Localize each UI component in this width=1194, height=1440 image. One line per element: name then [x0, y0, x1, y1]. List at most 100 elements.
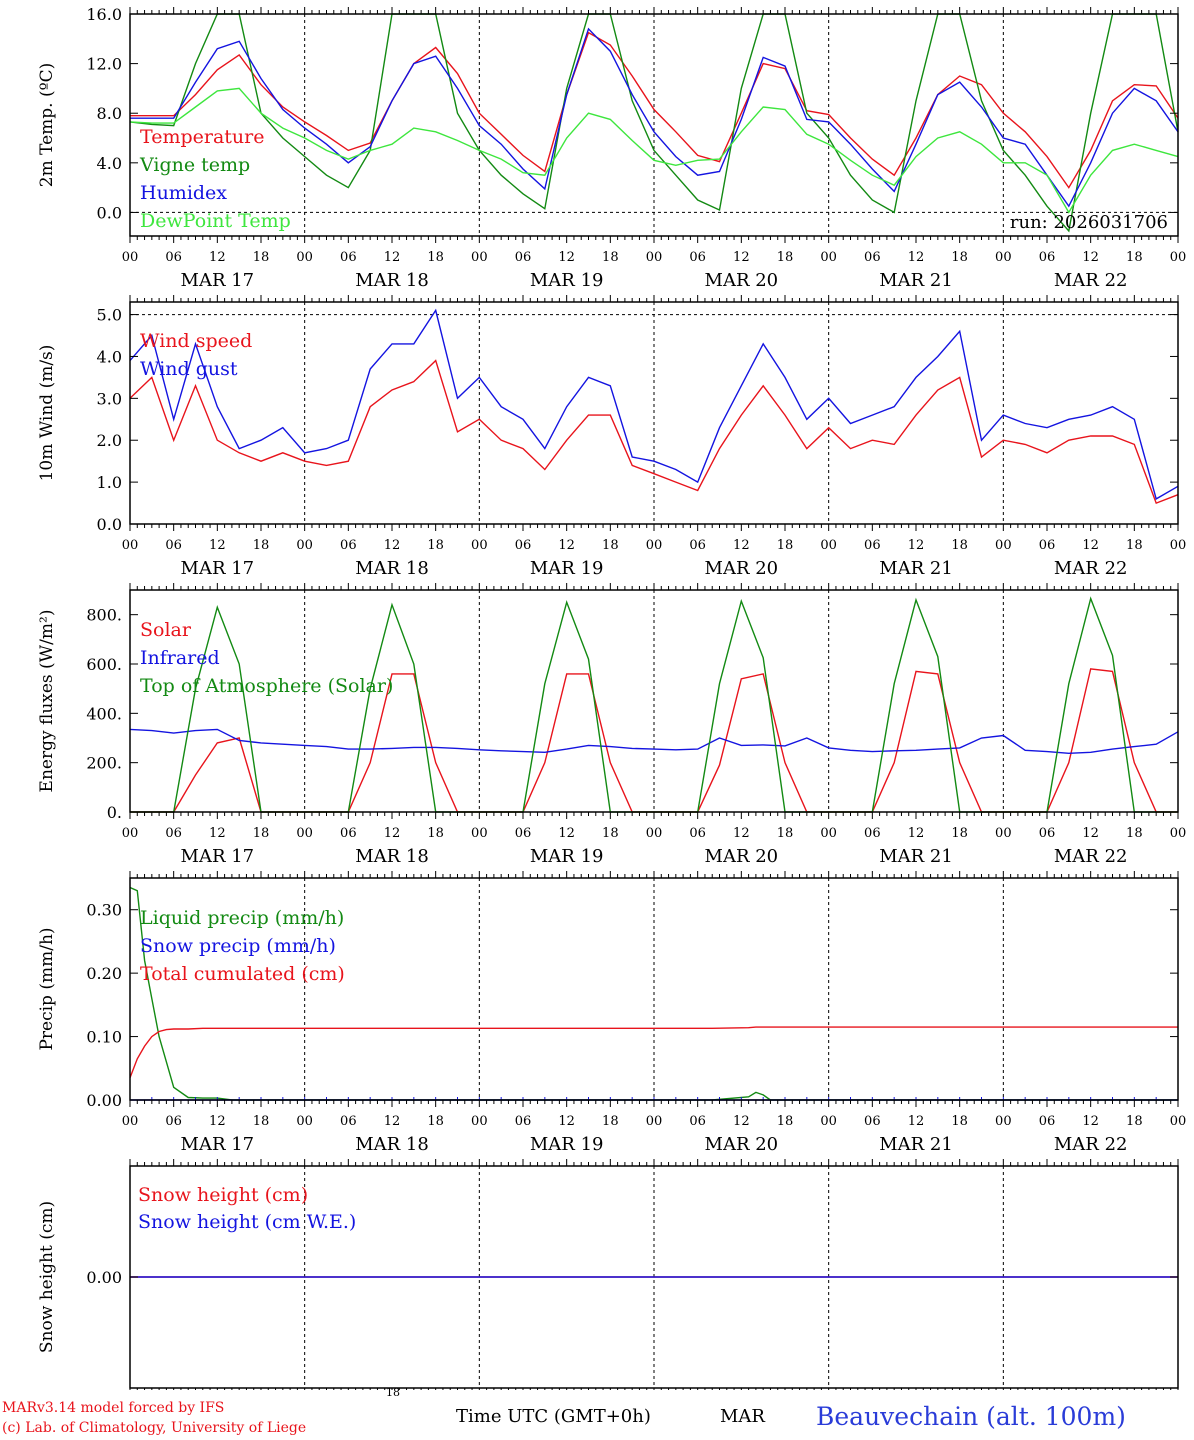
hour-label: 12 [733, 1114, 750, 1129]
model-credit: MARv3.14 model forced by IFS [2, 1400, 225, 1416]
hour-label: 12 [558, 538, 575, 553]
series-line-vigne-temp [129, 13, 1179, 233]
run-annotation: run: 2026031706 [1010, 212, 1168, 233]
hour-label: 06 [1039, 1114, 1056, 1129]
hour-label: 00 [995, 826, 1012, 841]
hour-label: 06 [689, 538, 706, 553]
legend-entry: Liquid precip (mm/h) [140, 907, 344, 929]
hour-label: 00 [995, 250, 1012, 265]
hour-label: 12 [1082, 538, 1099, 553]
panel-3: 00 06 12 18 00 06 12 18 00 06 12 18 00 06 12 18 00 06 12 18… [37, 583, 1186, 867]
hour-label: 00 [820, 538, 837, 553]
y-axis-label: 2m Temp. (ºC) [37, 63, 57, 188]
y-axis-label: Snow height (cm) [37, 1201, 57, 1353]
hour-label: 00 [1170, 250, 1187, 265]
hour-label: 18 [1126, 826, 1143, 841]
legend-entry: Total cumulated (cm) [140, 963, 345, 985]
hour-label: 12 [558, 250, 575, 265]
hour-label: 12 [733, 538, 750, 553]
hour-label: 00 [1170, 538, 1187, 553]
day-label: MAR 20 [705, 1134, 779, 1155]
day-label: MAR 20 [705, 846, 779, 867]
legend-entry: Wind gust [140, 358, 238, 380]
hour-label: 18 [602, 826, 619, 841]
day-label: MAR 20 [705, 558, 779, 579]
hour-label: 18 [777, 1114, 794, 1129]
hour-label: 18 [602, 1114, 619, 1129]
hour-label: 12 [908, 1114, 925, 1129]
day-label: MAR 18 [355, 846, 429, 867]
day-label: MAR 21 [879, 558, 953, 579]
series-line-total-cumulated-cm- [129, 1026, 1178, 1079]
hour-label: 12 [1082, 1114, 1099, 1129]
day-label: MAR 19 [530, 1134, 604, 1155]
y-tick-label: 0. [107, 803, 122, 822]
day-label: MAR 17 [181, 270, 255, 291]
y-tick-label: 0.30 [86, 901, 122, 920]
panel-5: 0006121800061218000612180006121800061218… [37, 1159, 1179, 1390]
legend-entry: Top of Atmosphere (Solar) [140, 675, 393, 697]
hour-label: 00 [296, 250, 313, 265]
hour-label: 06 [165, 538, 182, 553]
y-tick-label: 0.0 [97, 203, 122, 222]
hour-label: 00 [1170, 826, 1187, 841]
hour-label: 00 [296, 538, 313, 553]
day-label: MAR 21 [879, 270, 953, 291]
day-label: MAR 19 [530, 270, 604, 291]
hour-label: 00 [296, 826, 313, 841]
day-label: MAR 22 [1054, 270, 1128, 291]
hour-label: 00 [471, 538, 488, 553]
hour-label: 00 [995, 538, 1012, 553]
hour-label: 06 [864, 538, 881, 553]
hour-label: 12 [558, 826, 575, 841]
hour-label: 12 [209, 250, 226, 265]
hour-label: 18 [427, 250, 444, 265]
legend-entry: Vigne temp [139, 154, 250, 176]
hour-label: 18 [253, 250, 270, 265]
y-tick-label: 0.20 [86, 964, 122, 983]
hour-label: 12 [209, 1114, 226, 1129]
hour-label: 12 [209, 538, 226, 553]
panel-2: 00 06 12 18 00 06 12 18 00 06 12 18 00 06 12 18 00 06 12 18… [37, 295, 1186, 579]
day-label: MAR 19 [530, 846, 604, 867]
hour-label: 18 [427, 1114, 444, 1129]
hour-label: 06 [864, 826, 881, 841]
legend-entry: Snow height (cm W.E.) [138, 1211, 356, 1233]
series-line-wind-gust [129, 308, 1179, 500]
day-label: MAR 17 [181, 846, 255, 867]
hour-label: 06 [340, 538, 357, 553]
y-tick-label: 16.0 [86, 5, 122, 24]
hour-label: 00 [820, 250, 837, 265]
y-tick-label: 200. [86, 754, 122, 773]
day-label: MAR 18 [355, 1134, 429, 1155]
day-label: MAR 22 [1054, 1134, 1128, 1155]
hour-label: 00 [471, 1114, 488, 1129]
hour-label: 06 [1039, 538, 1056, 553]
day-label: MAR 22 [1054, 558, 1128, 579]
hour-label: 06 [515, 538, 532, 553]
hour-label: 00 [471, 826, 488, 841]
hour-label: 00 [646, 538, 663, 553]
hour-label: 06 [689, 250, 706, 265]
hour-label: 12 [908, 826, 925, 841]
legend-entry: Snow precip (mm/h) [140, 935, 336, 957]
hour-label: 06 [340, 1114, 357, 1129]
day-label: MAR 22 [1054, 846, 1128, 867]
hour-label: 18 [1126, 538, 1143, 553]
hour-label: 00 [820, 826, 837, 841]
hour-label: 06 [515, 826, 532, 841]
y-tick-label: 1.0 [97, 473, 122, 492]
series-line-dewpoint-temp [129, 87, 1179, 214]
hour-label: 12 [384, 538, 401, 553]
hour-label: 12 [558, 1114, 575, 1129]
hour-label: 06 [864, 250, 881, 265]
lab-credit: (c) Lab. of Climatology, University of L… [2, 1420, 307, 1436]
hour-label: 18 [253, 538, 270, 553]
small-hour-label: 18 [386, 1386, 400, 1399]
legend-entry: Wind speed [140, 330, 252, 352]
hour-label: 18 [602, 250, 619, 265]
y-tick-label: 2.0 [97, 431, 122, 450]
hour-label: 06 [689, 826, 706, 841]
hour-label: 12 [384, 1114, 401, 1129]
hour-label: 12 [384, 250, 401, 265]
